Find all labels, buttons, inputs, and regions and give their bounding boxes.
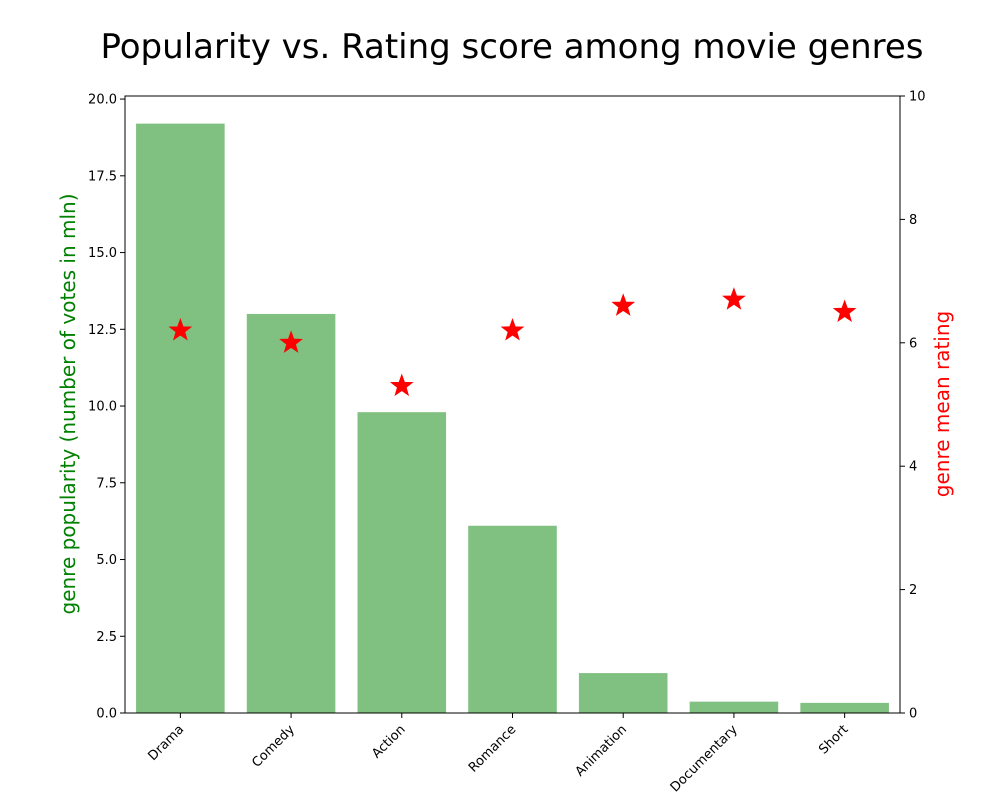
x-tick-label: Drama [145, 722, 187, 764]
y2-tick-label: 6 [909, 336, 917, 351]
chart-title: Popularity vs. Rating score among movie … [100, 27, 923, 67]
y2-tick-label: 2 [909, 583, 917, 598]
y-tick-label: 5.0 [96, 553, 117, 568]
bar-short [800, 702, 889, 713]
bar-comedy [246, 313, 336, 713]
x-tick-label: Comedy [249, 722, 298, 771]
y2-axis-label: genre mean rating [930, 311, 954, 497]
x-tick-label: Romance [466, 722, 519, 775]
y-axis-label: genre popularity (number of votes in mln… [56, 193, 80, 614]
rating-marker-documentary [722, 287, 746, 310]
y-tick-label: 0.0 [96, 707, 117, 722]
x-tick-label: Short [816, 722, 851, 757]
y-tick-label: 7.5 [96, 476, 117, 491]
rating-marker-romance [500, 317, 525, 341]
y2-tick-label: 4 [909, 460, 917, 475]
y-tick-label: 15.0 [88, 246, 117, 261]
y-tick-label: 10.0 [88, 400, 117, 415]
y-tick-label: 2.5 [96, 630, 117, 645]
x-tick-label: Documentary [668, 722, 741, 795]
rating-marker-drama [168, 317, 193, 341]
rating-marker-animation [611, 293, 636, 316]
y2-tick-label: 10 [909, 90, 926, 105]
rating-marker-action [389, 373, 414, 397]
y-tick-label: 12.5 [88, 323, 117, 338]
bar-drama [136, 123, 225, 713]
x-tick-label: Action [369, 722, 408, 761]
x-tick-label: Animation [573, 722, 630, 779]
bar-documentary [689, 701, 779, 713]
y2-tick-label: 8 [909, 213, 917, 228]
y-tick-label: 17.5 [88, 169, 117, 184]
bar-action [357, 412, 447, 713]
y2-tick-label: 0 [909, 707, 917, 722]
rating-marker-short [832, 299, 857, 323]
bar-animation [578, 673, 668, 713]
y-tick-label: 20.0 [88, 93, 117, 108]
rating-marker-comedy [279, 330, 303, 353]
bar-romance [468, 525, 557, 713]
